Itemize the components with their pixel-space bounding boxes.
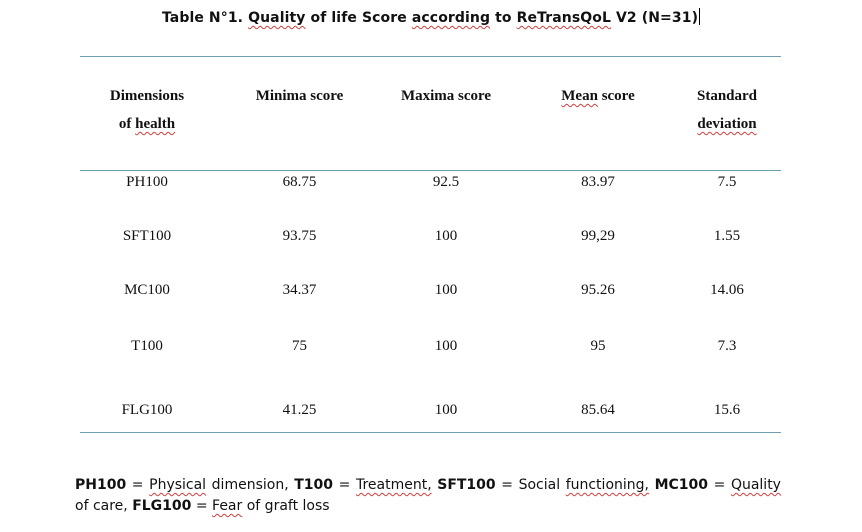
title-text-2: to — [495, 10, 512, 26]
table-cell-dimension: FLG100 — [121, 402, 173, 418]
header-dimensions-line2: of health — [80, 110, 214, 138]
table-cell-mean: 83.97 — [581, 174, 615, 190]
table-cell-sd: 7.3 — [717, 338, 737, 354]
footnote-text-social: Social — [518, 477, 561, 493]
footnote-key-sft100: SFT100 — [437, 477, 496, 493]
table-cell-mean: 95 — [590, 338, 606, 354]
header-dimensions-line1: Dimensions — [109, 88, 185, 104]
header-mean-word: Mean — [561, 88, 598, 104]
table-cell-sd: 1.55 — [713, 228, 741, 244]
footnote-text-graft-loss: of graft loss — [246, 498, 330, 514]
table-cell-dimension: SFT100 — [122, 228, 172, 244]
table-cell-dimension: MC100 — [124, 282, 170, 298]
header-maxima: Maxima score — [400, 88, 492, 104]
table-cell-sd: 7.5 — [717, 174, 737, 190]
header-dimensions: Dimensions of health — [80, 82, 214, 138]
table-cell-sd: 14.06 — [710, 282, 744, 298]
text-cursor — [699, 8, 701, 25]
table-cell-mean: 95.26 — [581, 282, 615, 298]
title-word-according: according — [411, 10, 491, 26]
footnote-word-treatment: Treatment, — [355, 477, 432, 493]
title-word-quality: Quality — [248, 10, 306, 26]
table-cell-max: 100 — [434, 402, 458, 418]
footnote-word-physical: Physical — [149, 477, 207, 493]
table-cell-max: 100 — [434, 338, 458, 354]
footnote-key-flg100: FLG100 — [132, 498, 192, 514]
table-cell-min: 75 — [292, 338, 307, 354]
footnote-text-of-care: of care, — [75, 498, 128, 514]
header-sd-line2: deviation — [697, 116, 757, 132]
footnote-word-quality: Quality — [730, 477, 781, 493]
table-footnote: PH100 = Physical dimension, T100 = Treat… — [75, 477, 781, 514]
table-cell-min: 68.75 — [282, 174, 317, 190]
title-word-retransqol: ReTransQoL — [516, 10, 611, 26]
header-sd-line1: Standard — [696, 88, 758, 104]
footnote-text-dimension: dimension, — [211, 477, 289, 493]
table-bottom-rule — [80, 432, 781, 433]
table-cell-dimension: T100 — [131, 338, 163, 354]
header-dimensions-health: health — [135, 116, 176, 132]
header-minima: Minima score — [255, 88, 344, 104]
title-text-1: of life Score — [310, 10, 407, 26]
table-cell-mean: 99,29 — [581, 228, 615, 244]
table-cell-sd: 15.6 — [713, 402, 741, 418]
footnote-key-t100: T100 — [294, 477, 334, 493]
title-prefix: Table N°1. — [161, 10, 244, 26]
table-cell-dimension: PH100 — [126, 174, 168, 190]
header-dimensions-of: of — [118, 116, 132, 132]
table-cell-max: 100 — [434, 282, 458, 298]
table-top-rule — [80, 56, 781, 57]
footnote-word-fear: Fear — [212, 498, 243, 514]
table-cell-max: 92.5 — [432, 174, 460, 190]
header-mean-rest: score — [601, 88, 635, 104]
header-mean: Mean score — [528, 82, 668, 110]
title-text-3: V2 (N=31) — [615, 10, 699, 26]
table-cell-min: 41.25 — [282, 402, 317, 418]
footnote-key-ph100: PH100 — [75, 477, 127, 493]
table-header-rule — [80, 170, 781, 171]
header-standard-deviation: Standard deviation — [660, 82, 794, 138]
table-cell-mean: 85.64 — [581, 402, 615, 418]
footnote-key-mc100: MC100 — [654, 477, 709, 493]
table-cell-min: 34.37 — [282, 282, 317, 298]
footnote-word-functioning: functioning, — [565, 477, 649, 493]
table-cell-min: 93.75 — [282, 228, 317, 244]
table-cell-max: 100 — [434, 228, 458, 244]
table-title: Table N°1. Quality of life Score accordi… — [0, 8, 862, 26]
